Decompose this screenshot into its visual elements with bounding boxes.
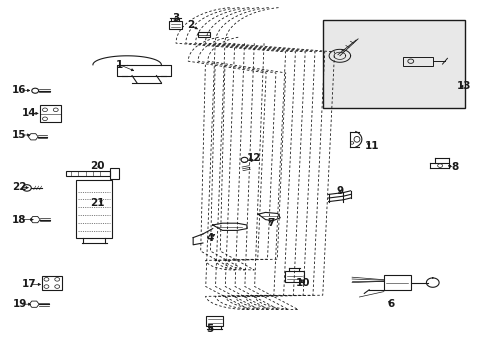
Bar (383, 275, 410, 290)
Text: 15: 15 (12, 130, 27, 140)
Text: 4: 4 (206, 233, 214, 243)
Text: 20: 20 (90, 161, 105, 171)
Text: 14: 14 (22, 108, 37, 118)
Text: 8: 8 (450, 162, 457, 172)
Text: 19: 19 (12, 299, 27, 309)
Bar (403, 57, 432, 66)
Bar (206, 316, 223, 326)
Bar (66, 171, 110, 176)
Text: 16: 16 (12, 85, 27, 95)
Text: 2: 2 (187, 20, 194, 30)
Text: 3: 3 (172, 13, 179, 23)
Bar (322, 20, 464, 108)
Text: 17: 17 (22, 279, 37, 289)
Text: 21: 21 (90, 198, 105, 208)
Bar (198, 32, 210, 37)
Text: 9: 9 (336, 186, 343, 196)
Text: 18: 18 (12, 215, 27, 225)
Bar (41, 276, 62, 290)
Text: 13: 13 (456, 81, 471, 91)
Text: 5: 5 (206, 324, 213, 334)
Bar (110, 168, 119, 179)
Bar (168, 21, 182, 29)
Text: 11: 11 (364, 141, 378, 151)
Text: 22: 22 (12, 182, 27, 192)
Text: 10: 10 (295, 278, 310, 288)
Text: 1: 1 (116, 60, 123, 70)
Text: 6: 6 (387, 299, 394, 309)
Bar (40, 105, 61, 122)
Text: 7: 7 (267, 218, 275, 228)
Bar (284, 271, 304, 282)
Bar (76, 180, 112, 238)
Text: 12: 12 (246, 153, 261, 163)
